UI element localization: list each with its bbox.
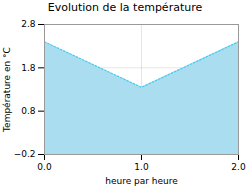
svg-text:2.8: 2.8 <box>21 19 36 29</box>
svg-text:1.8: 1.8 <box>21 63 36 73</box>
html-text:Evolution de la température: Evolution de la température <box>47 1 203 14</box>
svg-text:0.8: 0.8 <box>21 106 36 116</box>
svg-text:heure par heure: heure par heure <box>105 176 178 186</box>
svg-text:1.0: 1.0 <box>134 162 149 172</box>
svg-text:Température en °C: Température en °C <box>2 47 12 133</box>
svg-text:−0.2: −0.2 <box>14 149 36 159</box>
svg-text:2.0: 2.0 <box>231 162 246 172</box>
svg-text:0.0: 0.0 <box>37 162 52 172</box>
